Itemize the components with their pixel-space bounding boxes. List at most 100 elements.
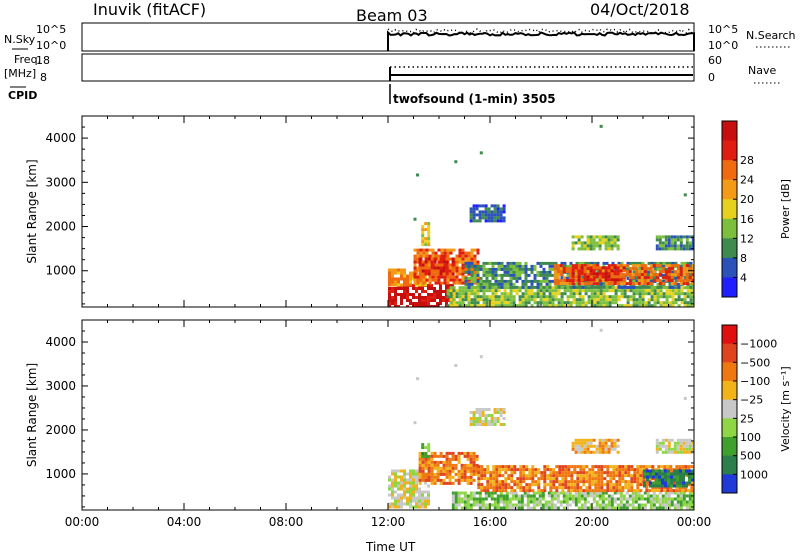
data-cell bbox=[620, 285, 624, 289]
data-cell bbox=[475, 466, 479, 470]
data-cell bbox=[674, 286, 678, 290]
data-cell bbox=[521, 267, 525, 271]
data-cell bbox=[496, 506, 500, 510]
data-cell bbox=[664, 497, 668, 501]
data-cell bbox=[556, 497, 560, 501]
data-cell bbox=[583, 244, 587, 248]
data-cell bbox=[524, 261, 528, 265]
data-cell bbox=[691, 475, 694, 479]
data-cell bbox=[635, 298, 639, 302]
data-cell bbox=[532, 503, 536, 507]
data-cell bbox=[683, 295, 687, 299]
data-cell bbox=[673, 238, 677, 242]
data-cell bbox=[532, 491, 536, 495]
data-cell bbox=[537, 483, 541, 487]
data-cell bbox=[452, 286, 456, 290]
data-cell bbox=[461, 263, 465, 267]
data-cell bbox=[602, 304, 606, 307]
data-cell bbox=[531, 471, 535, 475]
data-cell bbox=[616, 272, 620, 276]
data-cell bbox=[530, 285, 534, 289]
data-cell bbox=[446, 295, 450, 299]
data-cell bbox=[617, 289, 621, 293]
data-cell bbox=[431, 269, 435, 273]
data-cell bbox=[478, 408, 482, 411]
data-cell bbox=[500, 295, 504, 299]
data-cell bbox=[634, 264, 638, 268]
data-cell bbox=[427, 225, 431, 229]
data-cell bbox=[577, 247, 581, 251]
data-cell bbox=[388, 277, 391, 281]
data-cell bbox=[531, 468, 535, 472]
data-cell bbox=[658, 481, 661, 485]
data-cell bbox=[685, 279, 689, 283]
data-cells bbox=[388, 328, 694, 510]
data-cell bbox=[601, 506, 605, 510]
freq-tick-low: 8 bbox=[40, 71, 47, 84]
data-cell bbox=[625, 491, 629, 495]
data-cell bbox=[455, 266, 459, 270]
data-cell bbox=[488, 279, 492, 283]
data-cell bbox=[506, 286, 510, 290]
data-cell bbox=[560, 292, 564, 296]
data-cell bbox=[604, 497, 608, 501]
data-cell bbox=[458, 251, 462, 255]
data-cell bbox=[688, 267, 692, 271]
data-cell bbox=[391, 496, 394, 500]
data-cell bbox=[572, 298, 576, 302]
data-cell bbox=[606, 471, 610, 475]
data-cell bbox=[629, 304, 633, 307]
data-cell bbox=[513, 468, 517, 472]
data-cell bbox=[585, 477, 589, 481]
data-cell bbox=[554, 289, 558, 293]
data-cell bbox=[487, 408, 491, 411]
data-cell bbox=[602, 282, 606, 286]
data-cell bbox=[557, 301, 561, 305]
data-cell bbox=[685, 472, 688, 476]
data-cell bbox=[478, 414, 482, 417]
data-cell bbox=[397, 499, 400, 503]
data-cell bbox=[454, 457, 458, 461]
data-cell bbox=[490, 503, 494, 507]
data-cell bbox=[489, 486, 493, 490]
data-cell bbox=[635, 285, 639, 289]
data-cell bbox=[676, 441, 680, 445]
data-cell bbox=[472, 216, 476, 220]
data-cell bbox=[533, 273, 537, 277]
data-cell bbox=[605, 285, 609, 289]
data-cell bbox=[597, 480, 601, 484]
data-cell bbox=[439, 478, 443, 482]
data-cell bbox=[427, 305, 430, 307]
data-cell bbox=[406, 280, 409, 284]
data-cell bbox=[482, 292, 486, 296]
data-cell bbox=[436, 475, 440, 479]
data-cell bbox=[412, 302, 415, 305]
data-cell bbox=[448, 451, 452, 455]
data-cell bbox=[542, 298, 546, 302]
data-cell bbox=[500, 304, 504, 307]
data-cell bbox=[673, 450, 677, 454]
data-cell bbox=[397, 487, 400, 491]
data-cell bbox=[686, 301, 690, 305]
data-cell bbox=[497, 264, 501, 268]
data-cell bbox=[577, 269, 581, 273]
data-cell bbox=[467, 264, 471, 268]
data-cell bbox=[555, 489, 559, 493]
data-cell bbox=[550, 506, 554, 510]
data-cell bbox=[430, 266, 434, 270]
data-cell bbox=[490, 210, 494, 214]
data-cell bbox=[460, 466, 464, 470]
data-cell bbox=[614, 295, 618, 299]
colorbar-swatch bbox=[722, 455, 737, 475]
data-cell bbox=[602, 289, 606, 293]
data-cell bbox=[479, 355, 483, 359]
data-cell bbox=[418, 305, 421, 307]
data-cell bbox=[475, 423, 479, 426]
data-cell bbox=[685, 270, 689, 274]
data-cell bbox=[688, 441, 692, 445]
data-cell bbox=[615, 480, 619, 484]
data-cell bbox=[679, 450, 683, 454]
data-cell bbox=[664, 503, 668, 507]
data-cell bbox=[631, 273, 635, 277]
data-cell bbox=[485, 301, 489, 305]
